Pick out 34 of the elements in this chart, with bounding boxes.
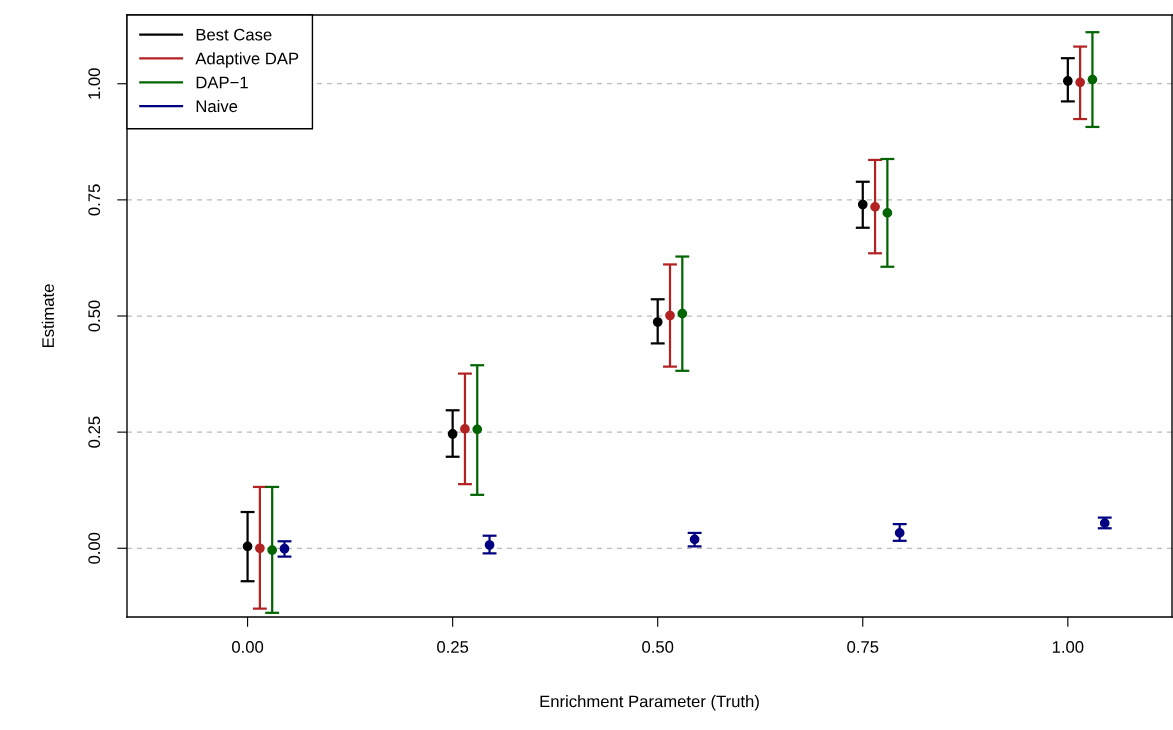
legend-label: Adaptive DAP: [195, 52, 299, 68]
x-tick-label: 0.25: [437, 641, 469, 653]
x-tick-label: 1.00: [1052, 641, 1084, 653]
legend-label: Best Case: [196, 28, 272, 41]
y-tick-label: 0.75: [88, 184, 101, 216]
point: [1075, 77, 1085, 88]
point: [255, 543, 265, 554]
point: [267, 545, 278, 555]
point: [857, 199, 868, 210]
point: [870, 201, 880, 212]
legend-label: DAP−1: [196, 76, 248, 89]
y-tick-label: 0.50: [88, 300, 101, 332]
point: [242, 541, 253, 552]
y-tick-label: 0.00: [88, 532, 101, 564]
y-axis-title: Estimate: [41, 284, 54, 348]
point: [460, 424, 470, 434]
point: [677, 308, 688, 319]
point: [652, 317, 663, 327]
point: [665, 310, 675, 321]
x-tick-label: 0.00: [232, 641, 264, 653]
point: [447, 429, 458, 439]
point: [484, 540, 495, 550]
y-tick-label: 0.25: [88, 416, 101, 448]
point: [882, 208, 893, 218]
x-axis-title: Enrichment Parameter (Truth): [540, 695, 759, 711]
x-tick-label: 0.50: [642, 641, 674, 653]
point: [894, 528, 905, 538]
point: [1087, 74, 1098, 85]
point: [279, 543, 290, 554]
x-tick-label: 0.75: [847, 641, 879, 653]
point: [472, 424, 483, 435]
point: [1062, 76, 1073, 86]
y-tick-label: 1.00: [88, 68, 101, 99]
legend-label: Naive: [196, 99, 238, 113]
